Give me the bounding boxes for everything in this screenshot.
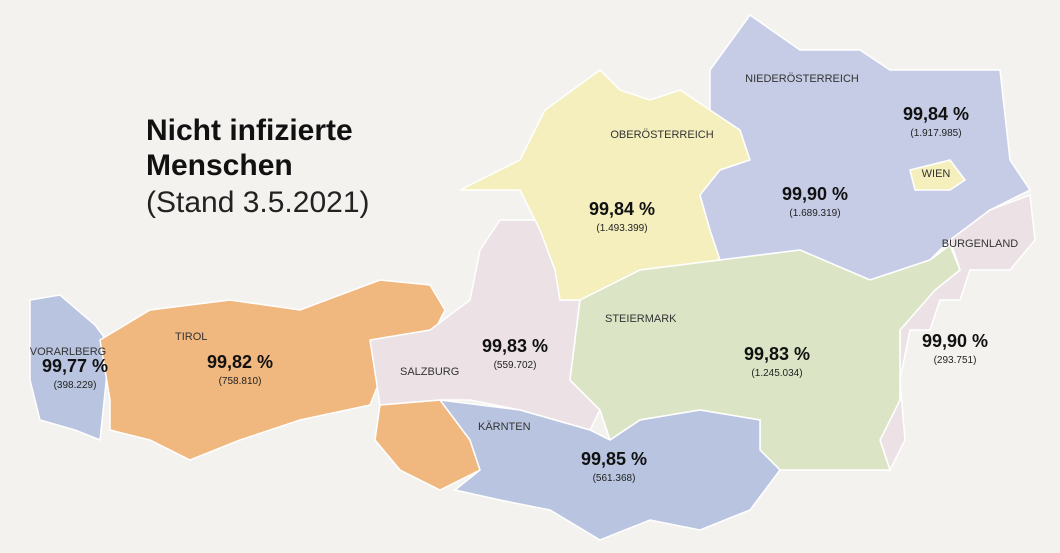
region-name: OBERÖSTERREICH: [610, 129, 713, 141]
region-name: BURGENLAND: [942, 238, 1018, 250]
region-percent: 99,82 %: [207, 352, 273, 372]
region-percent: 99,90 %: [922, 331, 988, 351]
region-name: SALZBURG: [400, 366, 459, 378]
region-percent: 99,85 %: [581, 449, 647, 469]
region-percent: 99,77 %: [42, 356, 108, 376]
region-name: STEIERMARK: [605, 313, 677, 325]
region-percent: 99,84 %: [589, 199, 655, 219]
region-name: VORARLBERG: [30, 346, 106, 358]
regions: [29, 13, 1036, 541]
region-count: (398.229): [54, 380, 97, 391]
title-line: Menschen: [146, 149, 293, 182]
title: Nicht infizierte Menschen (Stand 3.5.202…: [146, 114, 370, 219]
region-name: WIEN: [922, 168, 951, 180]
region-count: (293.751): [934, 355, 977, 366]
region-vorarlberg: [29, 294, 111, 442]
region-kaernten: [438, 399, 781, 541]
region-name: KÄRNTEN: [478, 421, 531, 433]
region-count: (559.702): [494, 360, 537, 371]
region-count: (758.810): [219, 376, 262, 387]
region-wien: [909, 159, 967, 191]
title-line: Nicht infizierte: [146, 114, 353, 147]
region-name: NIEDERÖSTERREICH: [745, 73, 859, 85]
region-percent: 99,84 %: [903, 104, 969, 124]
region-count: (561.368): [593, 473, 636, 484]
region-count: (1.245.034): [751, 368, 802, 379]
region-count: (1.493.399): [596, 223, 647, 234]
region-count: (1.917.985): [910, 128, 961, 139]
region-percent: 99,90 %: [782, 184, 848, 204]
region-percent: 99,83 %: [482, 336, 548, 356]
region-percent: 99,83 %: [744, 344, 810, 364]
region-count: (1.689.319): [789, 208, 840, 219]
title-date: (Stand 3.5.2021): [146, 186, 370, 219]
region-name: TIROL: [175, 331, 207, 343]
